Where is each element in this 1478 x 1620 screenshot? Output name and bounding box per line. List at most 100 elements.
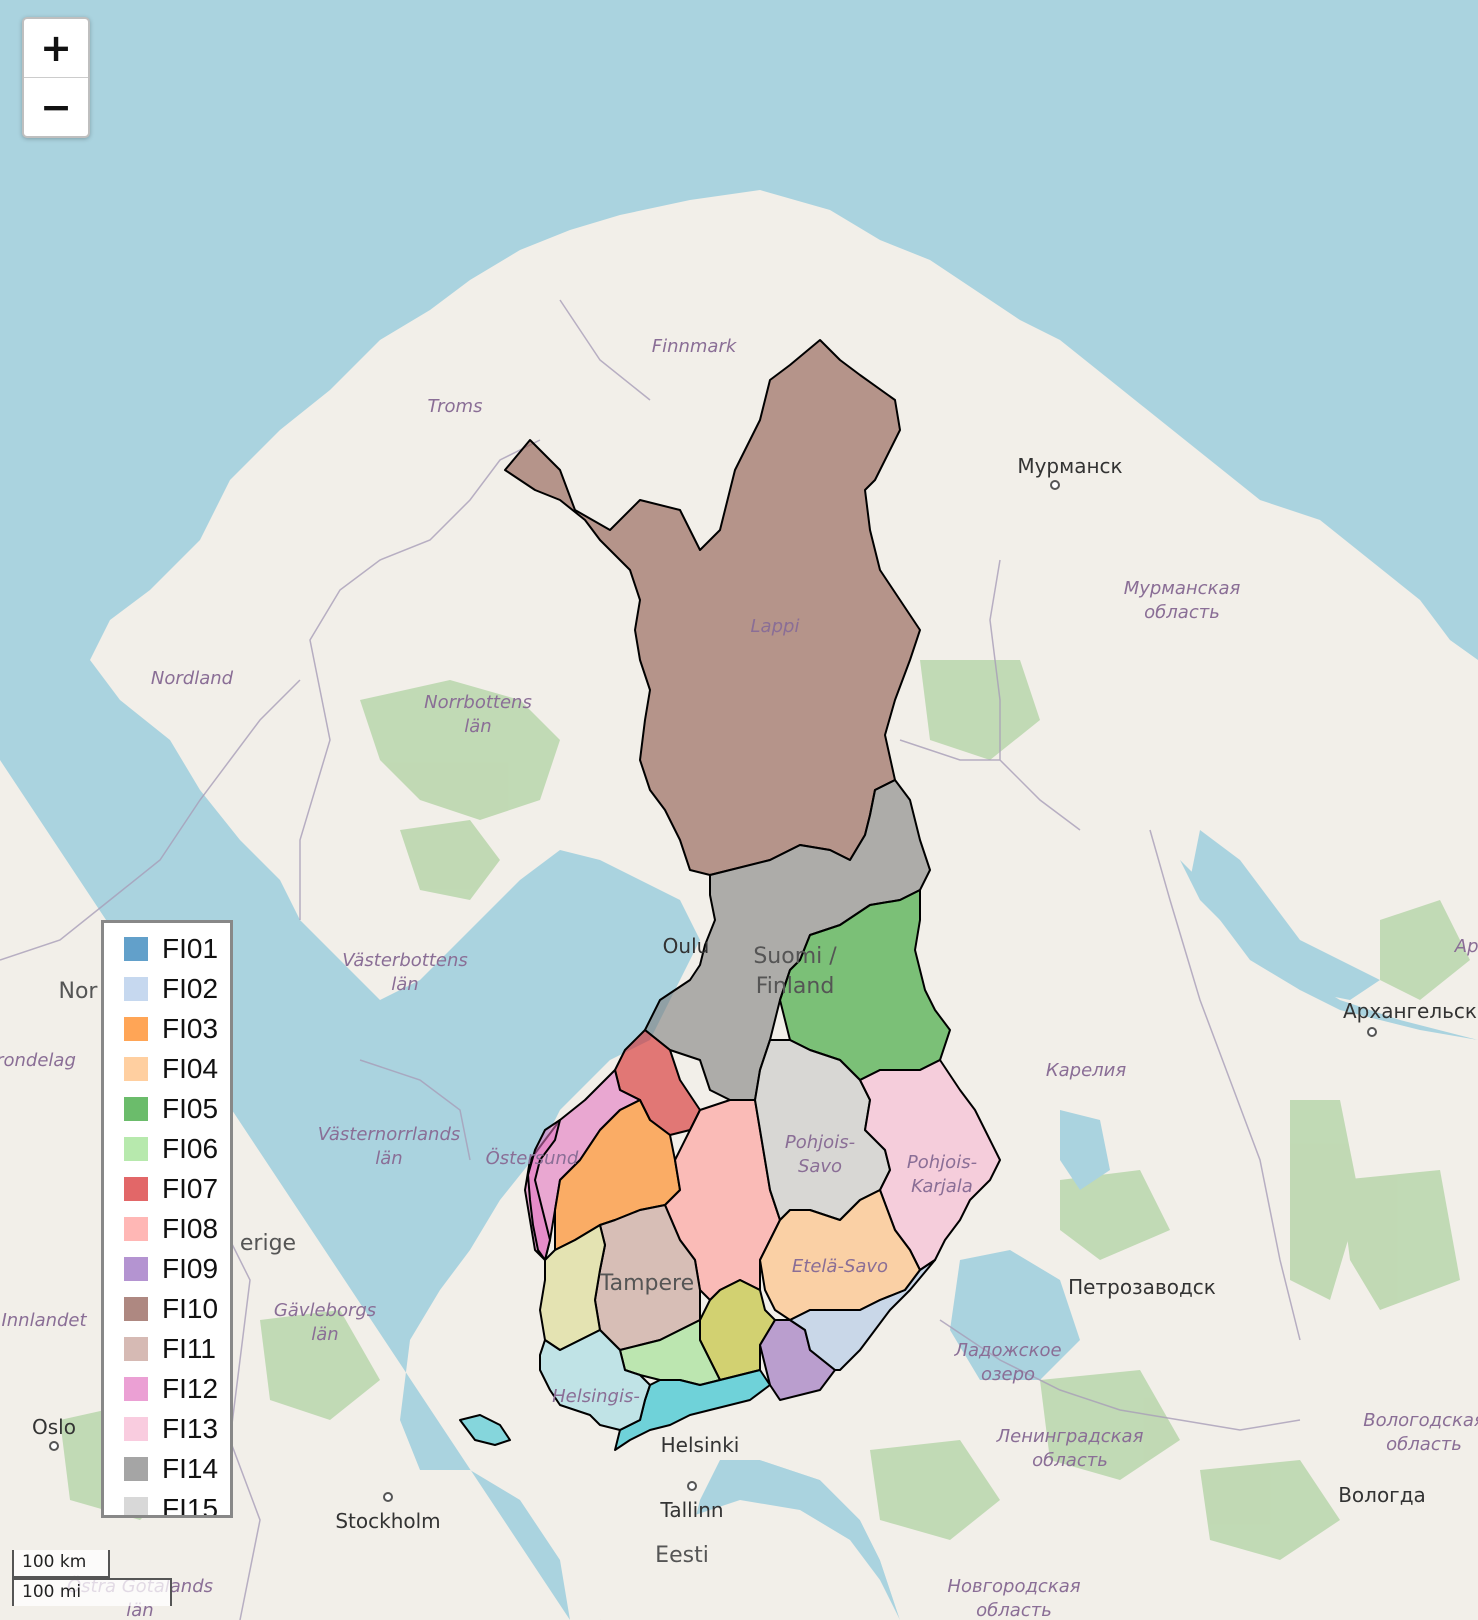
zoom-in-button[interactable]: + (40, 26, 72, 70)
legend-item: FI10 (124, 1289, 230, 1329)
legend-swatch (124, 1457, 148, 1481)
legend-label: FI10 (162, 1293, 219, 1324)
label-vasternorrland-1: Västernorrlands (318, 1124, 461, 1145)
label-vasternorrland-2: län (375, 1148, 402, 1169)
legend-swatch (124, 1217, 148, 1241)
legend-label: FI07 (162, 1173, 219, 1204)
scale-mi: 100 mi (12, 1578, 172, 1606)
label-finnmark: Finnmark (652, 336, 738, 357)
label-innlandet: Innlandet (1, 1310, 87, 1331)
label-karelia: Карелия (1046, 1060, 1127, 1081)
label-etela-savo: Etelä-Savo (792, 1256, 888, 1277)
legend-item: FI08 (124, 1209, 230, 1249)
label-nor: Nor (59, 979, 99, 1004)
legend-swatch (124, 1257, 148, 1281)
city-dot-stockholm (383, 1492, 393, 1502)
label-oslo: Oslo (32, 1415, 76, 1439)
legend-label: FI02 (162, 973, 219, 1004)
place-labels: Finnmark Troms Мурманск Мурманская облас… (0, 336, 1478, 1620)
region-kanta-hame[interactable] (619, 1319, 721, 1386)
label-pohjois-karjala-1: Pohjois- (907, 1152, 977, 1173)
city-dot-murmansk (1050, 480, 1060, 490)
legend-item: FI04 (124, 1049, 230, 1089)
scale-bar: 100 km 100 mi (12, 1550, 172, 1606)
legend-label: FI01 (162, 933, 219, 964)
city-markers (49, 480, 1377, 1502)
legend-swatch (124, 1417, 148, 1441)
label-ladoga-1: Ладожское (953, 1340, 1061, 1361)
label-helsinki: Helsinki (661, 1433, 740, 1457)
label-tampere: Tampere (599, 1271, 694, 1296)
label-pohjois-karjala-2: Karjala (911, 1176, 973, 1197)
legend-item: FI15 (124, 1489, 230, 1518)
legend-item: FI13 (124, 1409, 230, 1449)
label-tallinn: Tallinn (659, 1498, 723, 1522)
legend-label: FI08 (162, 1213, 219, 1244)
label-uusimaa: Helsingis- (552, 1386, 640, 1407)
label-oulu: Oulu (663, 934, 710, 958)
label-novgorod-2: область (976, 1600, 1052, 1620)
legend-swatch (124, 1097, 148, 1121)
legend-label: FI05 (162, 1093, 219, 1124)
label-vasterbotten-1: Västerbottens (342, 950, 468, 971)
label-gavleborg-1: Gävleborgs (274, 1300, 376, 1321)
label-suomi-2: Finland (756, 974, 835, 999)
region-varsinais-suomi[interactable] (539, 1329, 651, 1431)
label-gavleborg-2: län (311, 1324, 338, 1345)
label-petrozavodsk: Петрозаводск (1068, 1275, 1216, 1299)
legend-item: FI11 (124, 1329, 230, 1369)
legend-swatch (124, 977, 148, 1001)
legend-swatch (124, 1337, 148, 1361)
label-suomi-1: Suomi / (753, 944, 837, 969)
legend-item: FI12 (124, 1369, 230, 1409)
legend-label: FI14 (162, 1453, 219, 1484)
basemap-forest (60, 660, 1470, 1560)
scale-km: 100 km (12, 1550, 110, 1578)
label-pohjois-savo-2: Savo (798, 1156, 842, 1177)
legend-swatch (124, 1017, 148, 1041)
region-etela-karjala[interactable] (789, 1259, 936, 1371)
label-leningrad-1: Ленинградская (996, 1426, 1144, 1447)
legend-swatch (124, 1137, 148, 1161)
label-norrbotten-2: län (464, 716, 491, 737)
label-leningrad-2: область (1032, 1450, 1108, 1471)
region-pohjanmaa-coast[interactable] (527, 1119, 561, 1261)
zoom-out-button[interactable]: − (24, 77, 88, 136)
map-legend: FI01 FI02 FI03 FI04 FI05 FI06 FI07 FI08 FI09 FI10… (101, 920, 233, 1518)
label-ostersund: Östersund (486, 1147, 579, 1169)
label-troms: Troms (428, 396, 483, 417)
region-aland[interactable] (459, 1414, 511, 1446)
legend-item: FI02 (124, 969, 230, 1009)
label-trondelag: rondelag (0, 1050, 76, 1071)
legend-label: FI04 (162, 1053, 219, 1084)
label-murmansk-oblast-1: Мурманская (1124, 578, 1241, 599)
legend-swatch (124, 1377, 148, 1401)
legend-item: FI09 (124, 1249, 230, 1289)
label-nordland: Nordland (151, 668, 234, 689)
region-lappi[interactable] (504, 339, 921, 876)
label-stockholm: Stockholm (335, 1509, 440, 1533)
label-pohjois-savo-1: Pohjois- (785, 1132, 855, 1153)
legend-item: FI05 (124, 1089, 230, 1129)
label-norrbotten-1: Norrbottens (424, 692, 532, 713)
legend-swatch (124, 1057, 148, 1081)
legend-label: FI15 (162, 1493, 219, 1518)
label-vologda-oblast-2: область (1386, 1434, 1462, 1455)
zoom-control: + − (22, 17, 90, 138)
regions-layer[interactable] (459, 339, 1001, 1451)
legend-item: FI01 (124, 929, 230, 969)
label-arkhangelsk: Архангельск (1343, 999, 1477, 1023)
legend-swatch (124, 1497, 148, 1515)
label-vasterbotten-2: län (391, 974, 418, 995)
legend-label: FI12 (162, 1373, 219, 1404)
label-novgorod-1: Новгородская (947, 1576, 1080, 1597)
legend-item: FI07 (124, 1169, 230, 1209)
region-pohjois-karjala[interactable] (859, 1059, 1001, 1271)
label-lappi: Lappi (751, 616, 800, 637)
label-vologda-oblast-1: Вологодская (1363, 1410, 1478, 1431)
legend-item: FI03 (124, 1009, 230, 1049)
legend-label: FI13 (162, 1413, 219, 1444)
legend-swatch (124, 937, 148, 961)
